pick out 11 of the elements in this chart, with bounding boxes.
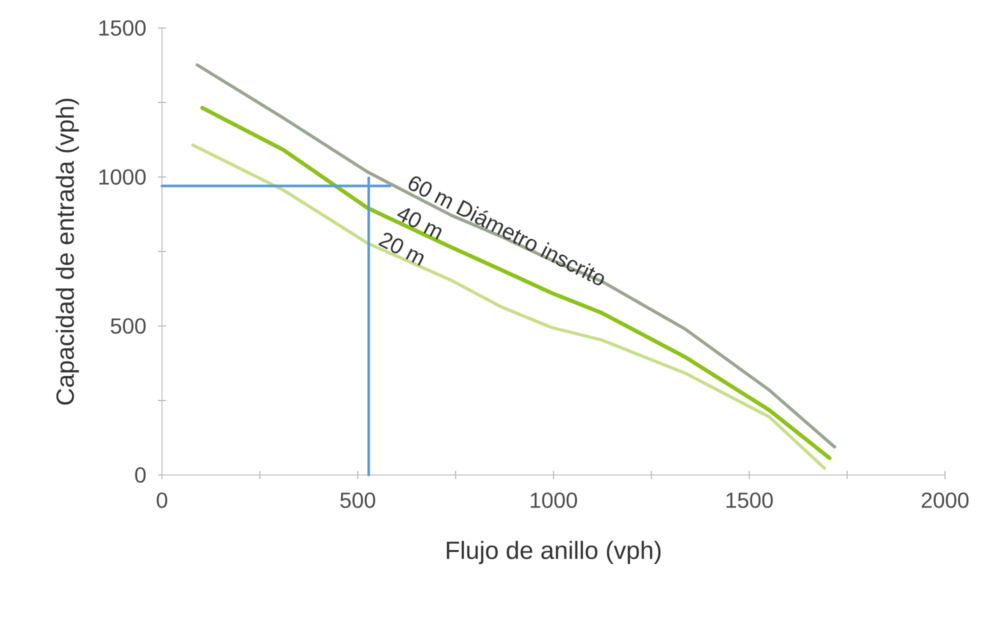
y-tick-label: 1500 xyxy=(99,20,146,36)
x-axis-title: Flujo de anillo (vph) xyxy=(446,540,661,564)
x-tick-label: 1500 xyxy=(726,492,773,508)
x-tick-label: 0 xyxy=(156,492,168,508)
y-axis-title: Capacidad de entrada (vph) xyxy=(56,98,79,405)
y-tick-label: 0 xyxy=(135,467,146,483)
x-tick-label: 2000 xyxy=(922,492,969,508)
y-tick-label: 1000 xyxy=(99,169,146,185)
x-tick-label: 1000 xyxy=(530,492,578,508)
x-tick-label: 500 xyxy=(340,492,376,508)
y-tick-label: 500 xyxy=(110,318,146,334)
